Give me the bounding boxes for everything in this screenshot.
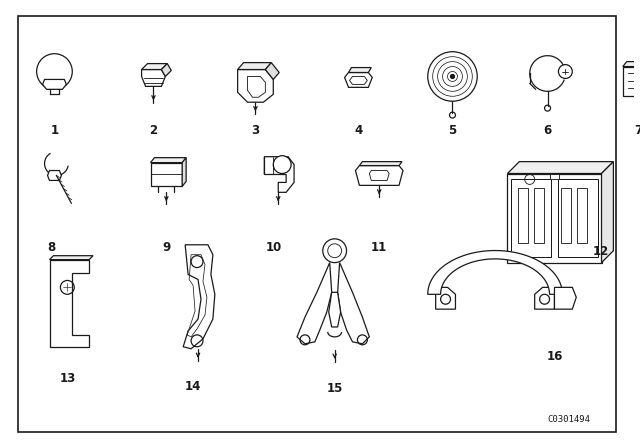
Text: C0301494: C0301494 (547, 415, 590, 424)
Polygon shape (182, 158, 186, 186)
Polygon shape (508, 162, 613, 173)
Polygon shape (349, 77, 367, 84)
Text: 5: 5 (449, 125, 456, 138)
Polygon shape (161, 64, 172, 77)
Circle shape (273, 156, 291, 173)
Polygon shape (360, 162, 402, 166)
Polygon shape (150, 158, 186, 163)
Polygon shape (43, 79, 67, 89)
Polygon shape (518, 188, 528, 243)
Polygon shape (141, 69, 165, 86)
Text: 16: 16 (547, 350, 563, 363)
Polygon shape (141, 64, 167, 69)
Polygon shape (338, 263, 369, 344)
Text: 15: 15 (326, 382, 343, 395)
Polygon shape (577, 188, 587, 243)
Text: 9: 9 (162, 241, 170, 254)
Polygon shape (369, 171, 389, 181)
Polygon shape (266, 63, 279, 79)
Polygon shape (344, 73, 372, 87)
Polygon shape (47, 171, 61, 181)
Polygon shape (264, 157, 294, 192)
Circle shape (559, 65, 572, 78)
Polygon shape (150, 163, 182, 186)
Polygon shape (561, 188, 572, 243)
Text: 3: 3 (252, 125, 259, 138)
Polygon shape (329, 292, 340, 327)
Polygon shape (559, 180, 598, 257)
Text: 4: 4 (355, 125, 362, 138)
Circle shape (451, 74, 454, 78)
Polygon shape (297, 263, 332, 344)
Text: 1: 1 (51, 125, 58, 138)
Text: 12: 12 (593, 245, 609, 258)
Text: 6: 6 (543, 125, 552, 138)
Polygon shape (237, 69, 273, 102)
Polygon shape (248, 77, 266, 97)
Polygon shape (237, 63, 271, 69)
Polygon shape (508, 173, 602, 263)
Text: 2: 2 (149, 125, 157, 138)
Polygon shape (49, 256, 93, 260)
Text: 11: 11 (371, 241, 387, 254)
Polygon shape (355, 166, 403, 185)
Polygon shape (623, 67, 640, 96)
Polygon shape (49, 260, 89, 347)
Polygon shape (349, 68, 371, 73)
Polygon shape (436, 287, 456, 309)
Text: 13: 13 (60, 372, 76, 385)
Text: 14: 14 (185, 380, 201, 393)
Polygon shape (428, 250, 563, 294)
Polygon shape (534, 287, 554, 309)
Polygon shape (602, 162, 613, 263)
Polygon shape (534, 188, 543, 243)
Text: 8: 8 (47, 241, 56, 254)
Polygon shape (550, 173, 559, 180)
Polygon shape (511, 180, 550, 257)
Text: 7: 7 (635, 125, 640, 138)
Polygon shape (183, 245, 215, 349)
Text: 10: 10 (266, 241, 282, 254)
Polygon shape (623, 62, 640, 67)
Polygon shape (554, 287, 576, 309)
